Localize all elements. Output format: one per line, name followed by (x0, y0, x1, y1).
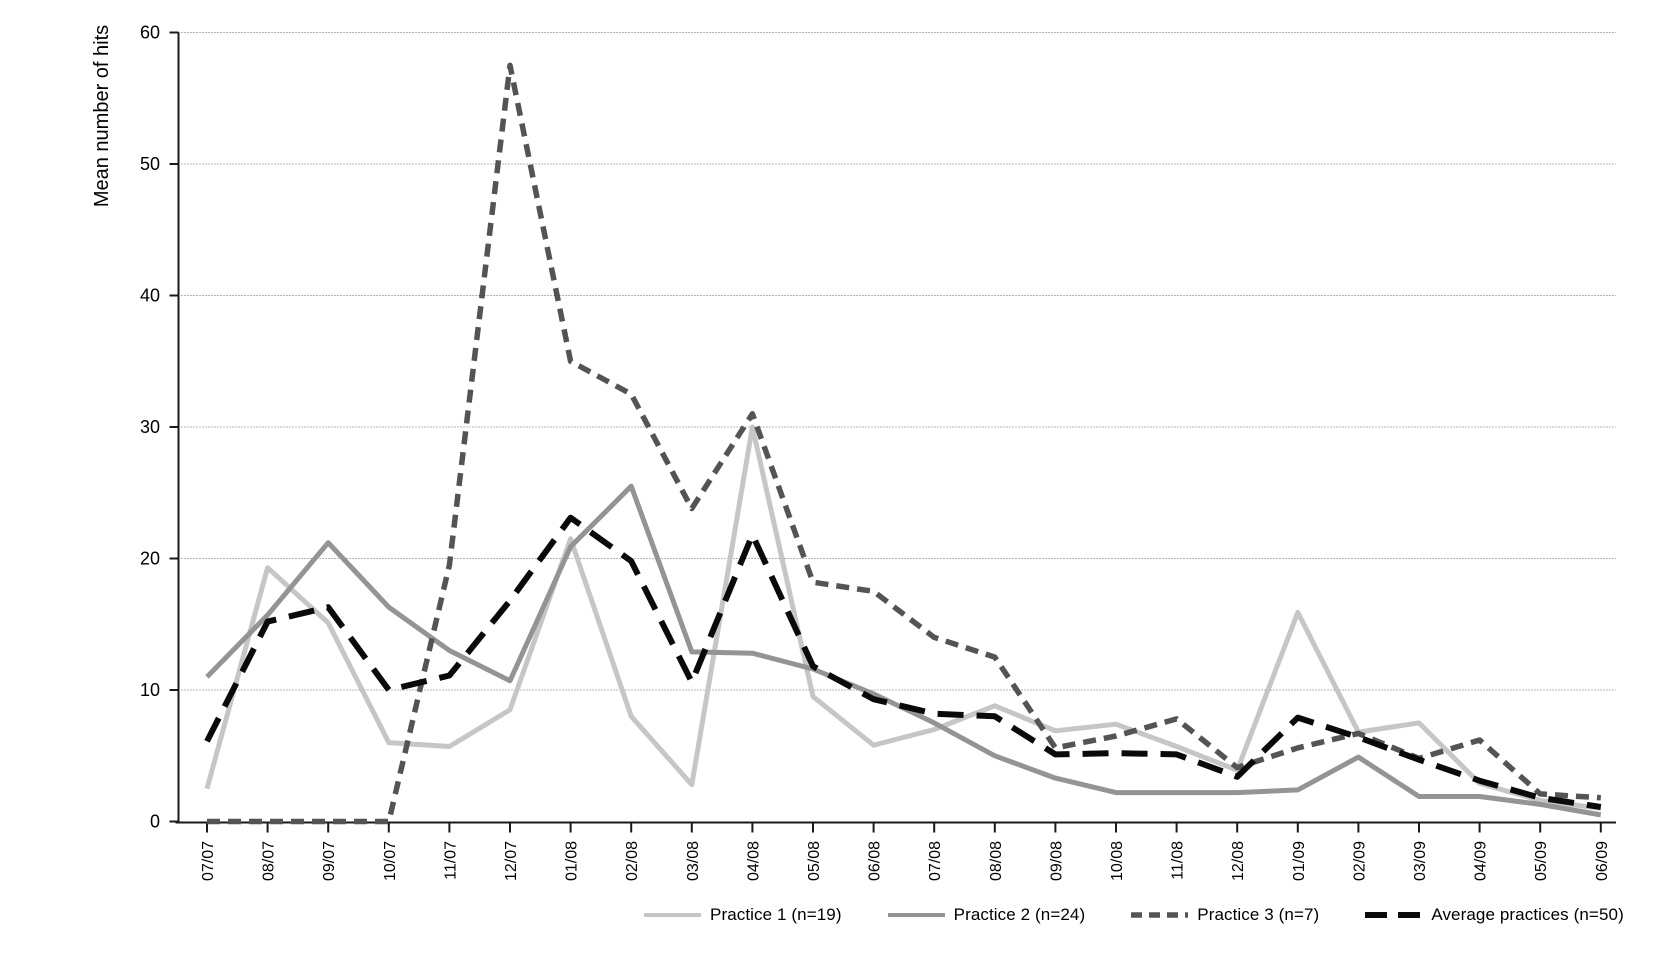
legend-label-practice-3: Practice 3 (n=7) (1197, 905, 1320, 924)
y-axis-title: Mean number of hits (91, 25, 113, 207)
x-tick-label: 01/09 (1291, 841, 1308, 881)
legend-label-practice-1: Practice 1 (n=19) (710, 905, 842, 924)
legend-line-sample-practice-2 (887, 913, 945, 917)
x-tick-label: 10/08 (1109, 841, 1126, 881)
x-tick-label: 01/08 (564, 841, 581, 881)
x-tick-label: 07/08 (927, 841, 944, 881)
legend-item-practice-1: Practice 1 (n=19) (644, 905, 842, 925)
y-tick-label: 40 (140, 286, 160, 306)
x-tick-label: 04/08 (745, 841, 762, 881)
legend-label-practice-2: Practice 2 (n=24) (953, 905, 1086, 924)
series-line-practice-2 (205, 483, 1602, 818)
series-line-average-practices (204, 514, 1602, 810)
x-tick-label: 12/07 (503, 841, 520, 881)
legend-item-practice-2: Practice 2 (n=24) (887, 905, 1086, 925)
x-tick-label: 08/07 (261, 841, 278, 881)
y-tick-label: 10 (140, 680, 160, 700)
x-tick-label: 02/09 (1351, 841, 1368, 881)
x-tick-label: 03/08 (685, 841, 702, 881)
y-tick-label: 60 (140, 23, 160, 43)
x-tick-label: 06/09 (1594, 841, 1611, 881)
chart-legend: Practice 1 (n=19) Practice 2 (n=24) Practi… (644, 896, 1659, 934)
series-line-practice-3 (207, 62, 1601, 825)
x-tick-label: 02/08 (624, 841, 641, 881)
x-tick-label: 08/08 (988, 841, 1005, 881)
legend-label-average-practices: Average practices (n=50) (1431, 905, 1624, 924)
legend-item-average-practices: Average practices (n=50) (1365, 905, 1624, 925)
legend-line-sample-practice-3 (1131, 912, 1189, 918)
x-tick-label: 12/08 (1230, 841, 1247, 881)
x-tick-label: 07/07 (200, 841, 217, 881)
x-tick-label: 09/07 (321, 841, 338, 881)
legend-line-sample-average-practices (1365, 912, 1423, 918)
y-tick-label: 50 (140, 154, 160, 174)
x-tick-label: 06/08 (867, 841, 884, 881)
x-tick-label: 05/08 (806, 841, 823, 881)
y-tick-label: 30 (140, 417, 160, 437)
series-line-practice-1 (204, 424, 1602, 811)
x-tick-label: 09/08 (1048, 841, 1065, 881)
y-tick-label: 0 (150, 812, 160, 832)
x-tick-label: 05/09 (1533, 841, 1550, 881)
x-tick-label: 04/09 (1473, 841, 1490, 881)
legend-item-practice-3: Practice 3 (n=7) (1131, 905, 1319, 925)
legend-line-sample-practice-1 (644, 913, 701, 917)
x-tick-label: 11/07 (442, 841, 459, 880)
x-tick-label: 03/09 (1412, 841, 1429, 881)
x-tick-label: 11/08 (1170, 841, 1187, 880)
x-tick-label: 10/07 (382, 841, 399, 881)
y-tick-label: 20 (140, 549, 160, 569)
